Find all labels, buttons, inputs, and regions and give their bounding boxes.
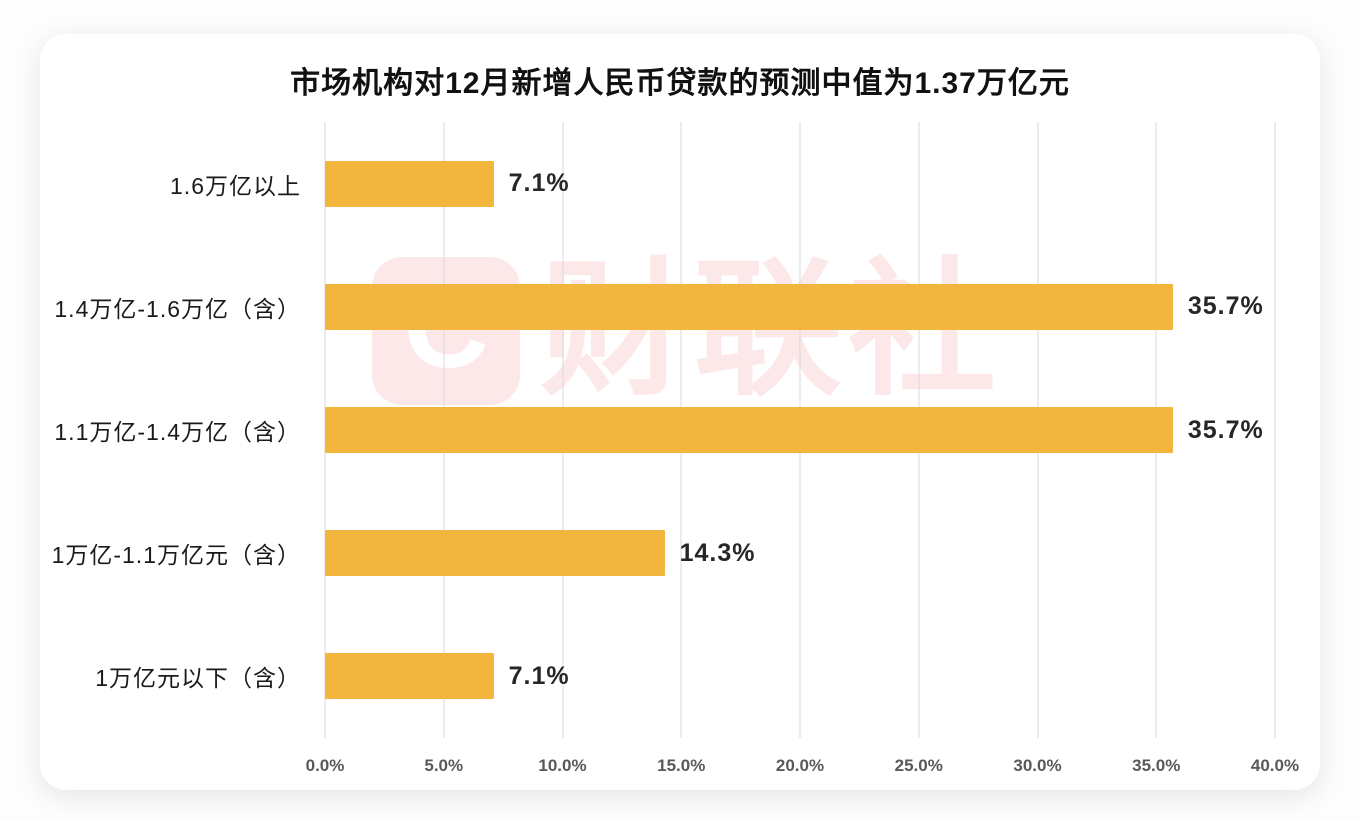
x-tick-label: 10.0% — [538, 756, 587, 775]
category-label: 1.6万亿以上 — [170, 172, 301, 199]
bar-row: 1.6万亿以上 7.1% — [170, 122, 1275, 245]
value-label: 35.7% — [1187, 415, 1264, 444]
value-label: 7.1% — [508, 661, 570, 690]
bar-row: 1万亿-1.1万亿元（含） 14.3% — [52, 492, 1275, 615]
x-tick-label: 20.0% — [775, 756, 825, 775]
x-tick-label: 35.0% — [1132, 756, 1181, 775]
chart-card: 市场机构对12月新增人民币贷款的预测中值为1.37万亿元 C 财联社 1.6万亿… — [40, 34, 1320, 790]
value-label: 7.1% — [508, 169, 570, 198]
chart-title: 市场机构对12月新增人民币贷款的预测中值为1.37万亿元 — [290, 67, 1070, 100]
x-tick-label: 0.0% — [305, 756, 345, 775]
category-label: 1.4万亿-1.6万亿（含） — [54, 295, 301, 322]
x-tick-label: 5.0% — [424, 756, 464, 775]
bar-row: 1.1万亿-1.4万亿（含） 35.7% — [54, 368, 1275, 491]
plot-area: 1.6万亿以上 7.1% 1.4万亿-1.6万亿（含） 35.7% 1.1万亿-1.4万… — [52, 122, 1276, 738]
bar — [325, 160, 494, 207]
bar — [325, 653, 494, 700]
category-label: 1.1万亿-1.4万亿（含） — [54, 419, 301, 445]
bar — [325, 407, 1173, 453]
bar — [325, 283, 1173, 330]
bar-row: 1.4万亿-1.6万亿（含） 35.7% — [54, 245, 1275, 368]
gridline — [1274, 122, 1276, 738]
x-axis: 0.0% 5.0% 10.0% 15.0% 20.0% 25.0% 30.0% 35.0% 40… — [306, 756, 1299, 782]
bar-chart: C 财联社 1.6万亿以上7.1%1.4万亿-1.6万亿（含）35.7%1.1万… — [40, 122, 1320, 782]
bar-row: 1万亿元以下（含） 7.1% — [95, 615, 1275, 738]
x-tick-label: 40.0% — [1250, 756, 1300, 775]
value-label: 14.3% — [679, 538, 756, 567]
category-label: 1万亿元以下（含） — [95, 665, 301, 692]
x-tick-label: 30.0% — [1013, 756, 1062, 775]
bar-rows: 1.6万亿以上 7.1% 1.4万亿-1.6万亿（含） 35.7% 1.1万亿-1.4万… — [52, 122, 1275, 738]
x-tick-label: 25.0% — [894, 756, 943, 775]
x-tick-label: 15.0% — [657, 756, 706, 775]
bar — [325, 530, 665, 577]
category-label: 1万亿-1.1万亿元（含） — [51, 542, 301, 569]
value-label: 35.7% — [1187, 292, 1264, 321]
